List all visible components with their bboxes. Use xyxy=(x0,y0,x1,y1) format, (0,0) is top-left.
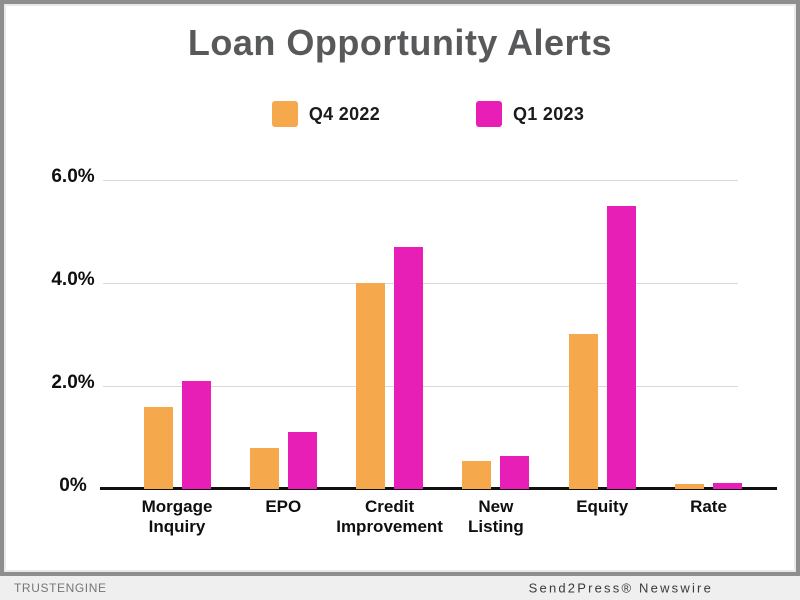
x-axis-label-new-listing: New Listing xyxy=(468,497,524,536)
bar-q4-2022-equity xyxy=(568,334,598,489)
gridline-6pct xyxy=(103,180,738,181)
x-axis-label-epo: EPO xyxy=(265,497,302,516)
bar-q4-2022-rate xyxy=(675,484,704,489)
bar-q1-2023-equity xyxy=(606,206,636,489)
x-axis-line xyxy=(100,487,777,490)
x-axis-label-credit-improvement: Credit Improvement xyxy=(336,497,443,536)
bar-q1-2023-credit-improvement xyxy=(394,247,424,489)
chart-title: Loan Opportunity Alerts xyxy=(187,22,613,63)
legend-label-q4-2022: Q4 2022 xyxy=(308,103,380,124)
bar-q4-2022-credit-improvement xyxy=(356,283,386,489)
bar-q1-2023-new-listing xyxy=(500,456,530,489)
y-axis-tick-label: 0% xyxy=(59,475,87,496)
y-axis-tick-label: 4.0% xyxy=(51,269,95,290)
legend-swatch-q4-2022-icon xyxy=(271,101,298,127)
footer-brand: TRUSTENGINE xyxy=(14,581,107,595)
x-axis-label-morgage-inquiry: Morgage Inquiry xyxy=(141,497,213,536)
y-axis-tick-label: 6.0% xyxy=(51,166,95,187)
bar-q4-2022-new-listing xyxy=(462,461,492,489)
chart-card: Loan Opportunity Alerts Q4 2022 Q1 2023 … xyxy=(28,22,800,536)
footer-bar: TRUSTENGINE Send2Press® Newswire xyxy=(0,576,800,600)
bar-q1-2023-epo xyxy=(287,432,317,489)
bar-q4-2022-morgage-inquiry xyxy=(143,407,173,489)
x-axis-label-equity: Equity xyxy=(576,497,629,516)
bar-q1-2023-rate xyxy=(713,483,742,489)
legend-item-q1-2023: Q1 2023 xyxy=(476,101,584,127)
x-axis-label-rate: Rate xyxy=(690,497,727,516)
y-axis-tick-label: 2.0% xyxy=(51,372,95,393)
bar-q4-2022-epo xyxy=(249,448,279,489)
bar-q1-2023-morgage-inquiry xyxy=(181,381,211,489)
chart-legend: Q4 2022 Q1 2023 xyxy=(28,101,800,127)
legend-item-q4-2022: Q4 2022 xyxy=(271,101,380,127)
legend-swatch-q1-2023-icon xyxy=(476,101,502,127)
footer-newswire-credit: Send2Press® Newswire xyxy=(528,580,713,596)
legend-label-q1-2023: Q1 2023 xyxy=(513,103,585,124)
